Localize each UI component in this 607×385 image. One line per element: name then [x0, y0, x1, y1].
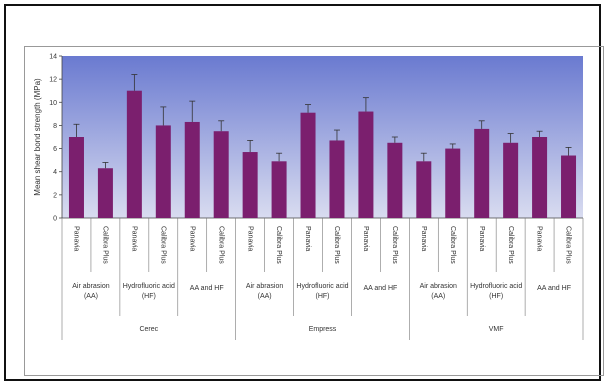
cement-label: Calibra Plus [275, 226, 282, 264]
treatment-label: AA and HF [363, 285, 397, 292]
treatment-label: (AA) [431, 293, 445, 300]
bar [155, 125, 171, 218]
y-tick-label: 14 [49, 54, 57, 61]
material-label: Cerec [139, 326, 158, 333]
chart-container [24, 46, 604, 376]
bar [97, 168, 113, 218]
bar [474, 128, 490, 218]
bar [126, 90, 142, 218]
cement-label: Panavia [536, 226, 543, 251]
y-tick-label: 10 [49, 100, 57, 107]
material-label: Empress [309, 326, 337, 333]
bar [358, 111, 374, 218]
bar [184, 121, 200, 218]
cement-label: Panavia [420, 226, 427, 251]
cement-label: Calibra Plus [565, 226, 572, 264]
cement-label: Calibra Plus [449, 226, 456, 264]
y-tick-label: 6 [53, 146, 57, 153]
cement-label: Panavia [478, 226, 485, 251]
cement-label: Panavia [362, 226, 369, 251]
treatment-label: Hydrofluoric acid [470, 283, 522, 290]
plot-area [62, 56, 583, 218]
treatment-label: Air abrasion [246, 283, 283, 290]
bar [213, 131, 229, 218]
bar [503, 142, 519, 218]
bar [329, 140, 345, 218]
treatment-label: Air abrasion [72, 283, 109, 290]
treatment-label: AA and HF [537, 285, 571, 292]
y-tick-label: 0 [53, 216, 57, 223]
treatment-label: Hydrofluoric acid [296, 283, 348, 290]
bar [242, 152, 258, 218]
treatment-label: (HF) [142, 293, 156, 300]
bar [300, 112, 316, 218]
material-label: VMF [489, 326, 504, 333]
treatment-label: Hydrofluoric acid [123, 283, 175, 290]
cement-label: Panavia [246, 226, 253, 251]
bar [387, 142, 403, 218]
y-tick-label: 8 [53, 123, 57, 130]
bar [445, 148, 461, 218]
cement-label: Panavia [304, 226, 311, 251]
y-tick-label: 4 [53, 169, 57, 176]
bar [416, 161, 432, 218]
bar [271, 161, 287, 218]
y-tick-label: 2 [53, 192, 57, 199]
bar [68, 137, 84, 218]
cement-label: Panavia [188, 226, 195, 251]
cement-label: Calibra Plus [507, 226, 514, 264]
cement-label: Panavia [73, 226, 80, 251]
treatment-label: (HF) [489, 293, 503, 300]
treatment-label: (AA) [258, 293, 272, 300]
treatment-label: (HF) [316, 293, 330, 300]
bar [532, 137, 548, 218]
treatment-label: (AA) [84, 293, 98, 300]
cement-label: Calibra Plus [391, 226, 398, 264]
y-tick-label: 12 [49, 77, 57, 84]
y-axis-label: Mean shear bond strength (MPa) [33, 78, 42, 196]
cement-label: Panavia [131, 226, 138, 251]
treatment-label: AA and HF [190, 285, 224, 292]
bar [561, 155, 577, 218]
treatment-label: Air abrasion [420, 283, 457, 290]
cement-label: Calibra Plus [102, 226, 109, 264]
cement-label: Calibra Plus [159, 226, 166, 264]
cement-label: Calibra Plus [217, 226, 224, 264]
cement-label: Calibra Plus [333, 226, 340, 264]
